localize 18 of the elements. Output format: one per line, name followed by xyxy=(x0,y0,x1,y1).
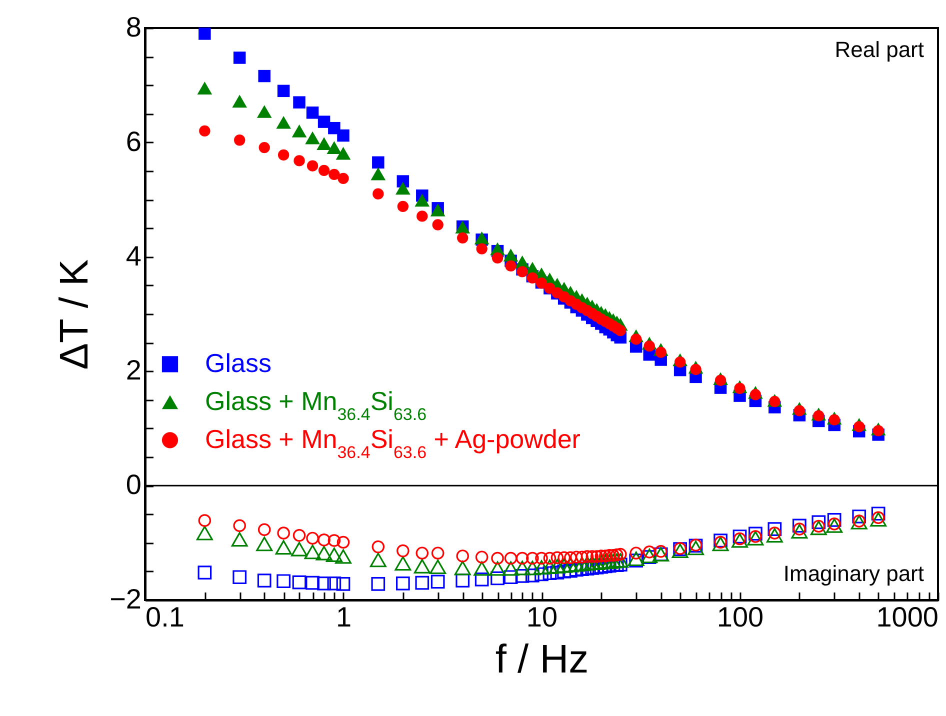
y-tick-label: 2 xyxy=(126,354,142,386)
y-tick-label: 8 xyxy=(126,12,142,42)
annotation: Imaginary part xyxy=(783,561,924,586)
legend-label: Glass xyxy=(205,348,272,378)
y-tick-label: 6 xyxy=(126,126,142,157)
x-tick-label: 100 xyxy=(716,602,764,632)
x-axis-title: f / Hz xyxy=(495,638,589,682)
y-tick-label: 0 xyxy=(126,469,142,500)
x-tick-label: 1000 xyxy=(876,602,938,632)
annotation: Real part xyxy=(834,37,924,62)
legend-label: Glass + Mn$_{36.4}$Si$_{63.6}$ + Ag-powder xyxy=(205,424,581,462)
x-tick-label: 1 xyxy=(336,602,352,632)
y-tick-label: −2 xyxy=(110,584,142,614)
y-axis-title: ΔT / K xyxy=(52,258,97,370)
legend-label: Glass + Mn$_{36.4}$Si$_{63.6}$ xyxy=(205,386,427,424)
x-tick-label: 10 xyxy=(526,602,558,632)
x-tick-label: 0.1 xyxy=(146,602,184,632)
y-tick-label: 4 xyxy=(126,240,142,272)
